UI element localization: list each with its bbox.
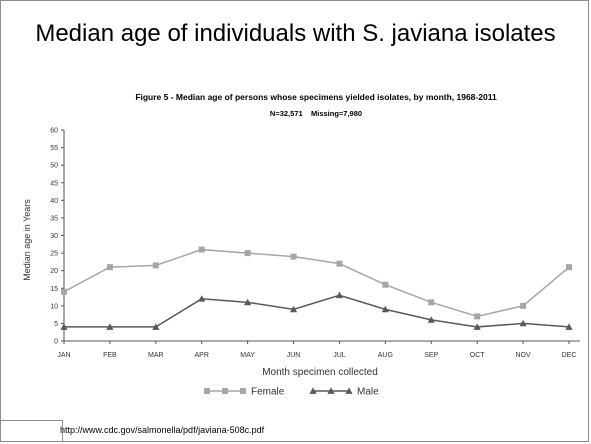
data-point-male	[565, 323, 573, 330]
x-tick-label: MAY	[240, 352, 255, 359]
legend-marker	[204, 388, 210, 394]
x-tick-label: JUN	[287, 352, 301, 359]
x-tick-label: JUL	[333, 352, 346, 359]
legend-marker	[222, 388, 228, 394]
legend-label-female: Female	[251, 387, 285, 398]
axes	[63, 130, 580, 342]
data-point-male	[106, 323, 114, 330]
x-tick-label: NOV	[516, 352, 532, 359]
y-tick-label: 35	[50, 215, 58, 222]
x-tick-label: JAN	[57, 352, 70, 359]
data-point-male	[427, 316, 435, 323]
series-female	[61, 246, 572, 320]
x-tick-label: OCT	[470, 352, 486, 359]
x-tick-label: AUG	[378, 352, 393, 359]
x-ticks: JAN FEB MAR APR MAY JUN JUL AUG SEP OCT NOV DEC	[57, 341, 576, 359]
data-point-male	[60, 323, 68, 330]
source-url: http://www.cdc.gov/salmonella/pdf/javian…	[60, 425, 265, 435]
series-male	[60, 291, 573, 330]
data-point-female	[244, 250, 251, 257]
x-tick-label: APR	[195, 352, 209, 359]
y-tick-label: 60	[50, 128, 58, 135]
data-point-male	[244, 298, 252, 306]
data-point-female	[152, 262, 159, 269]
data-point-male	[335, 291, 344, 299]
series-line-male	[64, 294, 570, 328]
legend-item-male: Male	[309, 387, 379, 398]
legend-item-female: Female	[204, 387, 285, 398]
x-tick-label: DEC	[562, 352, 577, 359]
data-point-male	[152, 323, 160, 330]
legend-marker	[240, 388, 246, 394]
y-tick-label: 10	[50, 303, 58, 310]
y-tick-label: 55	[50, 145, 58, 152]
series-line-female	[63, 248, 570, 318]
legend-label-male: Male	[357, 387, 379, 398]
legend-marker	[309, 387, 317, 394]
y-tick-label: 50	[50, 163, 58, 170]
y-tick-label: 0	[54, 339, 58, 346]
series-layer	[60, 246, 573, 330]
y-tick-label: 30	[50, 233, 58, 240]
corner-box	[0, 420, 63, 442]
y-tick-label: 15	[50, 286, 58, 293]
data-point-female	[336, 260, 343, 267]
slide-title: Median age of individuals with S. javian…	[35, 20, 556, 47]
x-tick-label: FEB	[103, 352, 117, 359]
x-tick-label: MAR	[148, 352, 164, 359]
y-ticks: 0 5 10 15 20 25 30 35 40 45 50 55 60	[50, 128, 64, 346]
data-point-female	[106, 264, 113, 271]
data-point-female	[61, 288, 67, 295]
data-point-female	[198, 246, 205, 253]
chart-title: Figure 5 - Median age of persons whose s…	[135, 92, 497, 102]
chart-subtitle: N=32,571 Missing=7,980	[270, 109, 362, 118]
data-point-male	[289, 305, 298, 313]
data-point-male	[473, 323, 481, 330]
legend-marker	[327, 387, 335, 394]
legend: Female Male	[204, 387, 379, 398]
data-point-female	[566, 264, 572, 271]
data-point-female	[428, 299, 435, 306]
y-tick-label: 45	[50, 180, 58, 187]
data-point-male	[381, 305, 389, 313]
data-point-female	[290, 253, 297, 260]
legend-marker	[345, 387, 353, 394]
x-axis-label: Month specimen collected	[262, 367, 378, 378]
x-tick-label: SEP	[424, 352, 438, 359]
y-tick-label: 5	[54, 321, 58, 328]
y-axis-label: Median age in Years	[22, 199, 32, 281]
y-tick-label: 20	[50, 268, 58, 275]
data-point-female	[382, 281, 389, 288]
data-point-male	[519, 319, 527, 327]
y-tick-label: 40	[50, 198, 58, 205]
data-point-male	[198, 295, 206, 302]
data-point-female	[520, 302, 527, 309]
data-point-female	[474, 313, 481, 320]
y-tick-label: 25	[50, 251, 58, 258]
